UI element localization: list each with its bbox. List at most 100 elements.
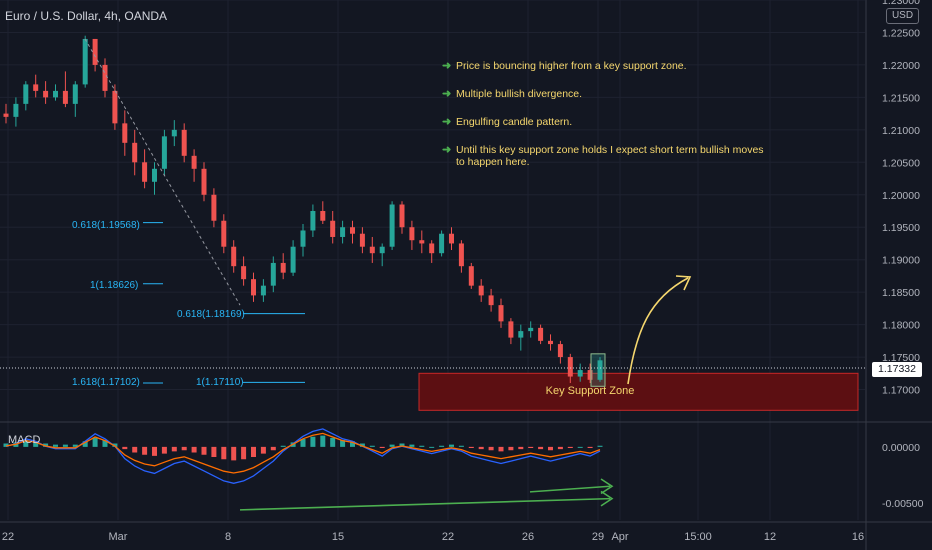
macd-bar xyxy=(538,446,544,450)
candle-body xyxy=(82,38,88,85)
note-item: ➜ Until this key support zone holds I exp… xyxy=(442,144,772,168)
x-tick-label: 26 xyxy=(522,531,534,543)
support-zone xyxy=(418,372,859,411)
macd-bar xyxy=(270,446,276,451)
macd-label: MACD xyxy=(8,434,41,446)
candle-body xyxy=(72,84,78,104)
candle-body xyxy=(161,136,167,169)
candle-body xyxy=(419,240,425,244)
candle-body xyxy=(597,360,603,380)
macd-bar xyxy=(310,436,316,447)
macd-bar xyxy=(478,446,484,450)
candle-body xyxy=(191,155,197,169)
macd-histogram xyxy=(3,435,603,461)
y-tick-label: 1.18500 xyxy=(882,287,920,299)
macd-bar xyxy=(280,445,286,447)
support-zone-label: Key Support Zone xyxy=(546,385,635,397)
macd-bar xyxy=(72,444,78,447)
candle-body xyxy=(3,113,9,117)
candle-body xyxy=(112,90,118,124)
macd-bar xyxy=(458,445,464,447)
candle-body xyxy=(478,285,484,296)
candle-body xyxy=(587,370,593,380)
candle-body xyxy=(142,162,148,182)
candle-body xyxy=(132,142,138,163)
macd-bar xyxy=(231,446,237,461)
candle-body xyxy=(241,266,247,280)
x-tick-label: 8 xyxy=(225,531,231,543)
candle-body xyxy=(260,285,266,296)
macd-bar xyxy=(320,435,326,447)
macd-bar xyxy=(557,446,563,450)
fib-label: 1.618(1.17102) xyxy=(72,377,140,388)
candle-body xyxy=(181,129,187,156)
macd-bar xyxy=(53,444,58,447)
x-tick-label: 15:00 xyxy=(684,531,712,543)
candle-body xyxy=(43,90,49,98)
macd-bar xyxy=(419,445,425,447)
x-tick-label: 16 xyxy=(852,531,864,543)
y-tick-label: -0.00500 xyxy=(882,498,924,510)
forecast-arrow xyxy=(627,277,689,385)
macd-bar xyxy=(597,445,603,447)
note-text: Price is bouncing higher from a key supp… xyxy=(456,60,687,72)
y-tick-label: 1.22500 xyxy=(882,27,920,39)
arrow-right-icon: ➜ xyxy=(442,88,452,100)
candle-body xyxy=(429,243,435,254)
currency-button[interactable]: USD xyxy=(886,8,919,24)
macd-bar xyxy=(112,443,118,447)
macd-bar xyxy=(300,439,306,447)
note-text: Engulfing candle pattern. xyxy=(456,116,573,128)
candle-body xyxy=(300,230,306,247)
candle-body xyxy=(340,227,346,237)
candle-body xyxy=(557,344,563,358)
macd-bar xyxy=(468,446,474,448)
y-tick-label: 1.19500 xyxy=(882,222,920,234)
macd-bar xyxy=(330,437,336,447)
candle-body xyxy=(23,84,29,104)
macd-bar xyxy=(241,446,247,460)
candle-body xyxy=(488,295,494,306)
macd-bar xyxy=(132,446,138,453)
candle-body xyxy=(231,246,237,267)
y-tick-label: 1.21000 xyxy=(882,125,920,137)
candle-body xyxy=(468,266,474,286)
candle-body xyxy=(498,305,504,322)
y-tick-label: 1.20500 xyxy=(882,157,920,169)
macd-bar xyxy=(221,446,227,460)
candle-body xyxy=(548,340,553,345)
y-tick-label: 0.00000 xyxy=(882,442,920,454)
arrow-head-icon xyxy=(600,490,614,507)
candle-body xyxy=(13,103,19,117)
candle-body xyxy=(350,227,355,234)
y-tick-label: 1.17000 xyxy=(882,385,920,397)
macd-bar xyxy=(62,444,68,447)
macd-bar xyxy=(251,446,256,457)
macd-bar xyxy=(23,440,29,447)
y-tick-label: 1.19000 xyxy=(882,255,920,267)
macd-bar xyxy=(518,446,524,450)
macd-bar xyxy=(43,443,49,447)
macd-bar xyxy=(369,445,375,447)
y-tick-label: 1.22000 xyxy=(882,60,920,72)
candle-body xyxy=(53,90,58,98)
x-tick-label: 12 xyxy=(764,531,776,543)
candle-body xyxy=(152,168,157,182)
candle-body xyxy=(439,233,445,254)
macd-bar xyxy=(399,443,405,447)
y-tick-label: 1.17500 xyxy=(882,352,920,364)
x-tick-label: 22 xyxy=(2,531,14,543)
macd-bar xyxy=(260,446,266,454)
arrow-head-icon xyxy=(675,275,692,291)
macd-bar xyxy=(439,445,445,447)
macd-bar xyxy=(379,446,385,448)
note-item: ➜ Multiple bullish divergence. xyxy=(442,88,772,100)
macd-bar xyxy=(359,443,365,447)
candle-body xyxy=(102,64,108,91)
divergence-line xyxy=(529,485,611,493)
candle-body xyxy=(409,227,415,241)
candle-body xyxy=(270,262,276,286)
fib-label: 1(1.17110) xyxy=(196,377,244,388)
macd-bar xyxy=(389,444,395,447)
